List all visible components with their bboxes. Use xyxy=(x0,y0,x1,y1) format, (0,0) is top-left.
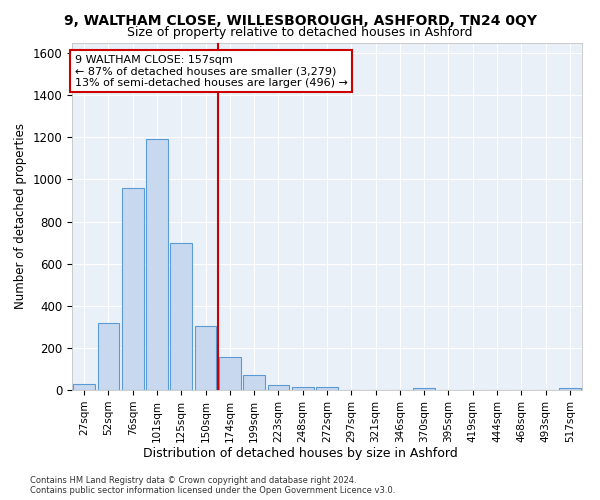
Bar xyxy=(268,384,289,390)
Y-axis label: Number of detached properties: Number of detached properties xyxy=(14,123,27,309)
Text: 9, WALTHAM CLOSE, WILLESBOROUGH, ASHFORD, TN24 0QY: 9, WALTHAM CLOSE, WILLESBOROUGH, ASHFORD… xyxy=(64,14,536,28)
Bar xyxy=(413,388,435,390)
Bar xyxy=(170,242,192,390)
Bar xyxy=(219,358,241,390)
Bar xyxy=(73,384,95,390)
Bar xyxy=(316,387,338,390)
Text: Distribution of detached houses by size in Ashford: Distribution of detached houses by size … xyxy=(143,448,457,460)
Bar xyxy=(97,322,119,390)
Text: 9 WALTHAM CLOSE: 157sqm
← 87% of detached houses are smaller (3,279)
13% of semi: 9 WALTHAM CLOSE: 157sqm ← 87% of detache… xyxy=(74,54,347,88)
Bar xyxy=(146,140,168,390)
Text: Size of property relative to detached houses in Ashford: Size of property relative to detached ho… xyxy=(127,26,473,39)
Text: Contains public sector information licensed under the Open Government Licence v3: Contains public sector information licen… xyxy=(30,486,395,495)
Bar xyxy=(559,388,581,390)
Bar xyxy=(292,387,314,390)
Bar xyxy=(122,188,143,390)
Bar xyxy=(243,376,265,390)
Bar xyxy=(194,326,217,390)
Text: Contains HM Land Registry data © Crown copyright and database right 2024.: Contains HM Land Registry data © Crown c… xyxy=(30,476,356,485)
